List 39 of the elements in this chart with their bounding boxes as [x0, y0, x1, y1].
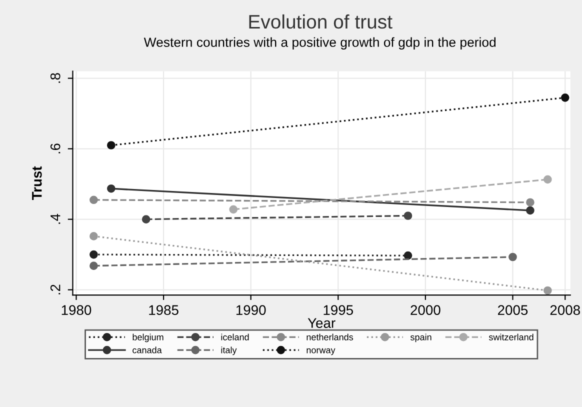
point — [404, 212, 412, 220]
point — [90, 232, 98, 240]
y-tick-label: .4 — [50, 214, 60, 224]
legend-label: spain — [410, 334, 432, 342]
x-tick-label: 1990 — [236, 305, 266, 315]
point — [560, 93, 570, 102]
point — [90, 196, 98, 204]
legend-label: italy — [221, 346, 237, 356]
y-tick-label: .6 — [50, 144, 60, 154]
x-axis-title: Year — [308, 318, 336, 328]
legend-label: belgium — [132, 334, 164, 342]
point — [543, 286, 552, 295]
x-tick-label: 2000 — [410, 305, 440, 315]
x-tick-label: 1995 — [324, 305, 354, 315]
x-tick-label: 1980 — [62, 305, 92, 315]
point — [106, 141, 116, 150]
x-tick-label: 2008 — [550, 305, 580, 315]
chart-subtitle: Western countries with a positive growth of gdp in the period — [144, 37, 496, 50]
x-tick-label: 1985 — [149, 305, 178, 315]
y-tick-label: .8 — [50, 73, 60, 83]
point — [229, 205, 238, 214]
legend-label: canada — [132, 346, 162, 354]
y-tick-label: .2 — [50, 284, 60, 294]
point — [106, 184, 116, 193]
point — [526, 206, 534, 215]
legend-label: norway — [306, 348, 336, 356]
legend-label: switzerland — [488, 334, 534, 340]
point — [142, 215, 150, 224]
chart-title: Evolution of trust — [249, 14, 392, 29]
point — [543, 175, 552, 184]
point — [526, 198, 534, 207]
x-tick-label: 2005 — [498, 305, 528, 315]
legend-label: iceland — [221, 334, 249, 340]
point — [90, 262, 98, 270]
point — [508, 252, 517, 262]
point — [404, 251, 412, 260]
legend-label: netherlands — [306, 334, 354, 340]
y-axis-title: Trust — [32, 166, 42, 200]
point — [90, 250, 98, 259]
